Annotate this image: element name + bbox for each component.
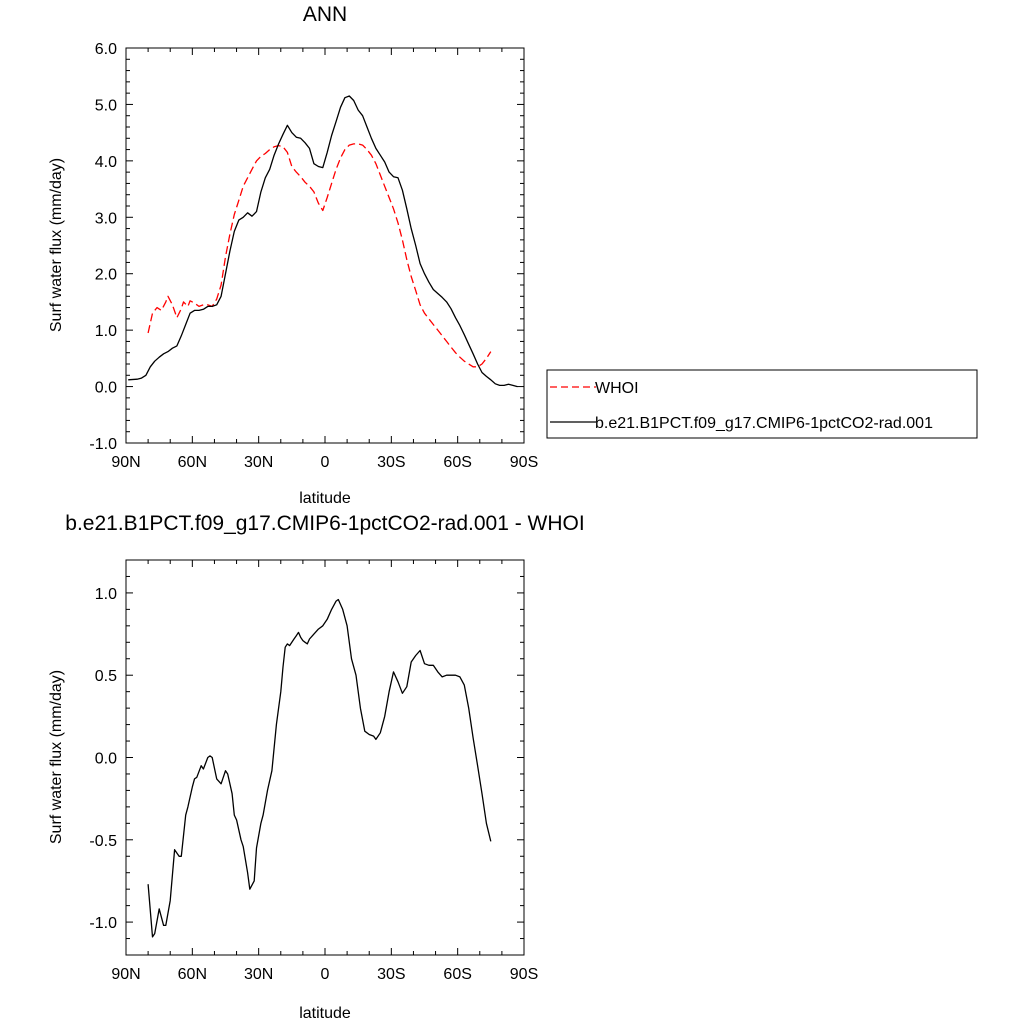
top-chart-title: ANN xyxy=(303,3,347,26)
top-chart-legend: WHOI b.e21.B1PCT.f09_g17.CMIP6-1pctCO2-r… xyxy=(546,369,978,439)
top-chart-frame xyxy=(125,47,525,444)
bottom-chart-series-line-difference xyxy=(147,598,492,938)
top-chart-y-tick-label: 2.0 xyxy=(95,267,117,284)
bottom-chart-y-tick-label: 1.0 xyxy=(95,586,117,603)
top-chart-y-tick-label: 6.0 xyxy=(95,41,117,58)
top-chart-y-tick-label: 3.0 xyxy=(95,210,117,227)
top-chart-plot: 90N 60N 30N 0 30S 60S 90S -1.0 0.0 1.0 2.0 3.0 4.0 5.… xyxy=(89,41,538,471)
top-chart-x-tick-label: 0 xyxy=(321,454,330,471)
top-chart-x-tick-label: 90N xyxy=(111,454,140,471)
top-chart-y-tick-label: -1.0 xyxy=(89,436,117,453)
top-chart-y-tick-label: 1.0 xyxy=(95,323,117,340)
bottom-chart-x-tick-label: 90N xyxy=(111,966,140,983)
bottom-chart-x-tick-label: 60S xyxy=(443,966,471,983)
bottom-chart-x-tick-label: 30S xyxy=(377,966,405,983)
top-chart-x-axis-label: latitude xyxy=(299,490,351,507)
legend-box xyxy=(546,369,978,439)
top-chart-x-tick-label: 60N xyxy=(178,454,207,471)
bottom-chart-x-tick-label: 0 xyxy=(321,966,330,983)
bottom-chart-frame xyxy=(125,559,525,956)
bottom-chart-y-tick-label: 0.0 xyxy=(95,751,117,768)
legend-label-whoi: WHOI xyxy=(595,380,639,397)
bottom-chart-y-tick-label: -1.0 xyxy=(89,915,117,932)
top-chart-x-tick-label: 30S xyxy=(377,454,405,471)
top-chart-series-line-whoi xyxy=(147,143,492,368)
top-chart-y-tick-label: 4.0 xyxy=(95,154,117,171)
top-chart-x-tick-label: 90S xyxy=(510,454,538,471)
bottom-chart-x-tick-label: 30N xyxy=(244,966,273,983)
bottom-chart-x-axis-label: latitude xyxy=(299,1005,351,1022)
top-chart-x-tick-label: 60S xyxy=(443,454,471,471)
legend-label-model: b.e21.B1PCT.f09_g17.CMIP6-1pctCO2-rad.00… xyxy=(595,415,933,432)
bottom-chart-y-tick-label: 0.5 xyxy=(95,668,117,685)
bottom-chart-title: b.e21.B1PCT.f09_g17.CMIP6-1pctCO2-rad.00… xyxy=(65,512,584,535)
top-chart-x-tick-label: 30N xyxy=(244,454,273,471)
bottom-chart-plot: 90N 60N 30N 0 30S 60S 90S -1.0 -0.5 0.0 0.5 1.0 xyxy=(89,559,538,983)
bottom-chart-y-tick-label: -0.5 xyxy=(89,833,117,850)
top-chart-y-tick-label: 0.0 xyxy=(95,380,117,397)
top-chart-y-axis-label: Surf water flux (mm/day) xyxy=(48,158,65,332)
top-chart-series-line-model xyxy=(128,95,518,388)
top-chart-y-tick-label: 5.0 xyxy=(95,97,117,114)
bottom-chart-x-tick-label: 60N xyxy=(178,966,207,983)
bottom-chart-x-tick-label: 90S xyxy=(510,966,538,983)
bottom-chart-y-axis-label: Surf water flux (mm/day) xyxy=(48,670,65,844)
